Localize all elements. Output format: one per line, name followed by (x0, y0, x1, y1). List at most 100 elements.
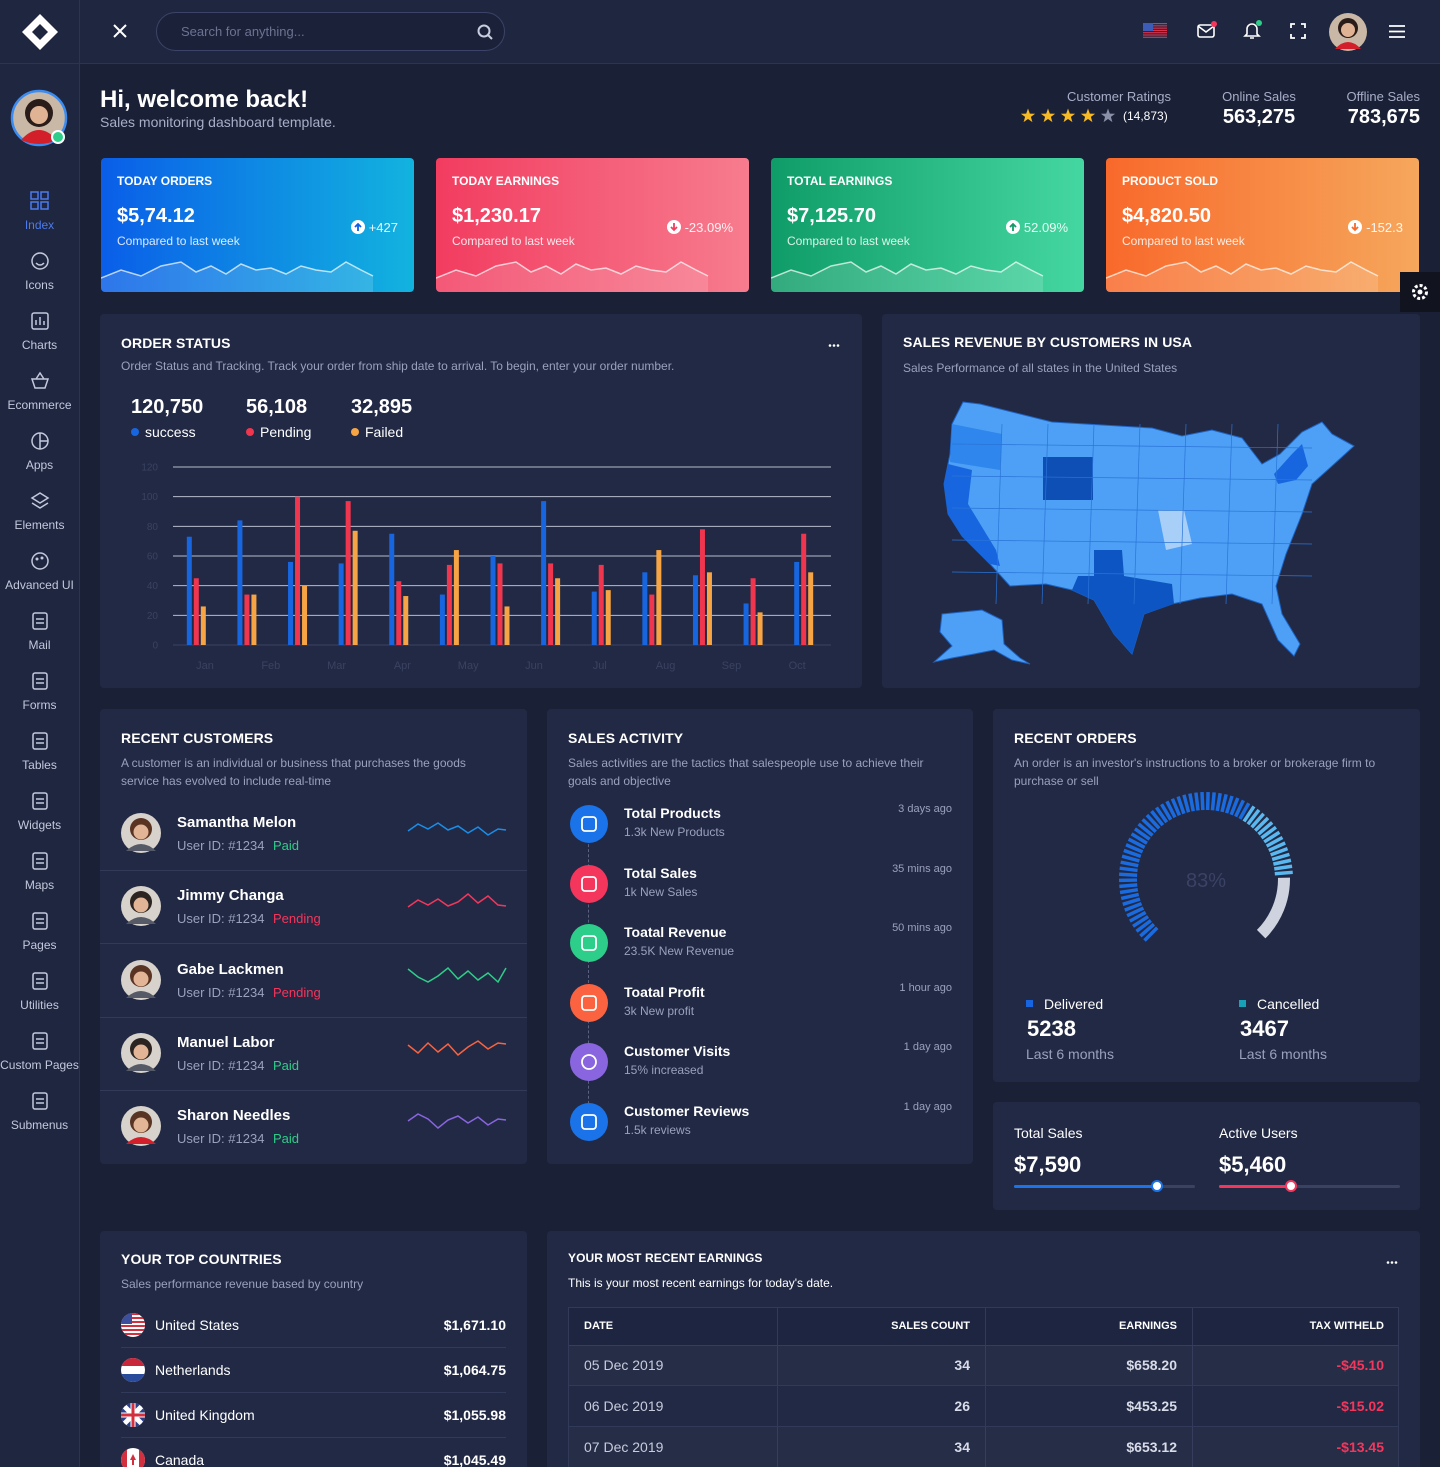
sidebar-label[interactable]: Submenus (10, 1118, 69, 1132)
slider-track[interactable] (1219, 1185, 1400, 1188)
sidebar-label[interactable]: Tables (22, 758, 57, 772)
flag-stripe (1143, 25, 1167, 27)
sidebar-icon[interactable] (30, 191, 50, 211)
slider-thumb[interactable] (1285, 1180, 1297, 1192)
fullscreen-icon[interactable] (1290, 23, 1306, 39)
x-tick-label: Aug (656, 660, 676, 672)
mail-icon[interactable] (1197, 21, 1217, 40)
sidebar-label[interactable]: Utilities (20, 998, 59, 1012)
icon-part (36, 618, 44, 624)
sidebar-label[interactable]: Custom Pages (0, 1058, 79, 1072)
sidebar-label[interactable]: Index (24, 218, 55, 232)
gauge-stripe (1119, 887, 1139, 895)
icon-part (30, 492, 50, 509)
sidebar-icon[interactable] (30, 491, 50, 511)
activity-title: Customer Visits (624, 1043, 731, 1060)
bar (200, 606, 206, 645)
customer-id: User ID: #1234 (177, 838, 265, 853)
sidebar-icon[interactable] (30, 551, 50, 571)
gauge-stripe (1194, 792, 1200, 811)
sidebar-icon[interactable] (30, 731, 50, 751)
sparkline-area (436, 262, 708, 292)
stat-title: TOTAL EARNINGS (787, 174, 893, 188)
sidebar-label[interactable]: Pages (22, 938, 57, 952)
settings-button[interactable] (1400, 272, 1440, 312)
row-stripe (569, 1345, 1398, 1386)
map-texas (1072, 550, 1174, 654)
rating-star (1060, 108, 1076, 123)
more-dots[interactable] (828, 344, 840, 347)
sidebar-label[interactable]: Mail (28, 638, 51, 652)
sidebar-icon[interactable] (30, 611, 50, 631)
sidebar-label[interactable]: Elements (14, 518, 65, 532)
bar (598, 564, 604, 645)
activity-icon (570, 864, 608, 903)
sidebar-label[interactable]: Forms (22, 698, 57, 712)
sidebar-icon[interactable] (30, 671, 50, 691)
activity-detail: 3k New profit (624, 1003, 695, 1018)
avatar-body (126, 1063, 156, 1071)
sidebar-icon[interactable] (30, 371, 50, 391)
sidebar-icon[interactable] (30, 911, 50, 931)
flag-stripe (121, 1313, 145, 1315)
language-flag[interactable] (1143, 23, 1167, 39)
sidebar-label[interactable]: Widgets (17, 818, 62, 832)
legend-swatch (131, 428, 139, 436)
sidebar-label[interactable]: Maps (24, 878, 55, 892)
table-cell: $658.20 (1126, 1357, 1177, 1373)
flag-stripe (1143, 27, 1167, 29)
online-sales-label: Online Sales (1222, 89, 1296, 104)
gauge-stripe (1229, 797, 1240, 816)
gauge-stripe (1242, 805, 1256, 823)
bar (186, 536, 192, 645)
sidebar-icon[interactable] (30, 311, 50, 331)
sidebar-icon[interactable] (30, 971, 50, 991)
flag-wrap (121, 1403, 145, 1427)
gauge-stripe (1200, 792, 1205, 811)
customer-status: Paid (273, 1057, 300, 1073)
bell-icon[interactable] (1243, 20, 1263, 40)
top-countries-card: YOUR TOP COUNTRIES Sales performance reve… (100, 1231, 527, 1467)
icon-part (30, 201, 39, 210)
icon-part (31, 312, 49, 330)
stat-arrow (351, 220, 365, 234)
close-button[interactable] (113, 24, 127, 38)
sidebar-label[interactable]: Icons (25, 278, 54, 292)
icon-part (31, 552, 49, 570)
bar (490, 556, 496, 645)
row-divider (100, 1089, 527, 1091)
icon-part (36, 798, 44, 804)
gauge-stripe (1210, 792, 1216, 811)
search-box[interactable]: Search for anything... (156, 12, 505, 51)
icon-part (39, 433, 48, 449)
sidebar-icon[interactable] (30, 1091, 50, 1111)
sidebar-icon[interactable] (30, 431, 50, 451)
stat-swatch (1239, 1000, 1246, 1007)
gauge-stripe (1154, 806, 1169, 824)
menu-icon[interactable] (1389, 25, 1405, 38)
column-header: SALES COUNT (891, 1320, 970, 1332)
online-sales-value: 563,275 (1222, 106, 1296, 128)
sidebar-icon[interactable] (30, 251, 50, 271)
sidebar: Index Icons Charts Ecommerce Apps Elements Adv… (0, 64, 80, 1467)
column-divider (985, 1308, 986, 1467)
user-avatar[interactable] (1329, 13, 1367, 51)
more-dots[interactable] (1386, 1261, 1398, 1264)
sidebar-icon[interactable] (30, 851, 50, 871)
slider-thumb[interactable] (1151, 1180, 1163, 1192)
activity-time: 1 hour ago (899, 981, 952, 994)
sidebar-icon[interactable] (30, 1031, 50, 1051)
sidebar-label[interactable]: Advanced UI (5, 578, 74, 592)
icon-part (36, 738, 44, 744)
search-lens (477, 24, 491, 38)
settings-icon (1412, 284, 1428, 300)
table-cell: -$15.02 (1336, 1398, 1384, 1414)
customer-sparkline (407, 1039, 507, 1056)
avatar-body (126, 990, 156, 998)
sidebar-label[interactable]: Charts (21, 338, 58, 352)
bell-dot (1256, 20, 1262, 26)
state-border (951, 443, 1313, 449)
sidebar-icon[interactable] (30, 791, 50, 811)
sidebar-label[interactable]: Apps (25, 458, 54, 472)
sidebar-label[interactable]: Ecommerce (7, 398, 72, 412)
